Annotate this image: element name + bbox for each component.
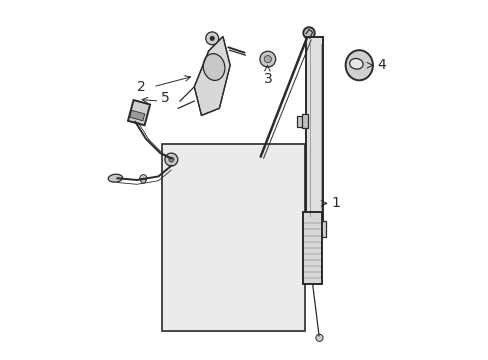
Bar — [303, 212, 321, 284]
Ellipse shape — [349, 58, 363, 69]
Circle shape — [168, 157, 174, 162]
Bar — [304, 221, 325, 237]
Text: 1: 1 — [330, 196, 340, 210]
Text: 5: 5 — [161, 90, 170, 104]
Bar — [162, 144, 305, 330]
Ellipse shape — [108, 174, 122, 182]
Circle shape — [164, 153, 178, 166]
Circle shape — [303, 27, 314, 39]
Circle shape — [264, 55, 271, 63]
Polygon shape — [194, 37, 230, 116]
Bar — [305, 37, 323, 223]
Ellipse shape — [203, 54, 224, 80]
Bar — [297, 116, 305, 127]
Text: 2: 2 — [137, 80, 145, 94]
Circle shape — [260, 51, 275, 67]
Bar — [128, 100, 150, 125]
Circle shape — [141, 178, 145, 183]
Circle shape — [140, 175, 147, 182]
Circle shape — [315, 334, 323, 341]
Text: 3: 3 — [264, 72, 272, 86]
Circle shape — [310, 228, 318, 235]
Circle shape — [210, 36, 214, 41]
Circle shape — [205, 32, 218, 45]
Bar — [129, 110, 144, 121]
Bar — [301, 114, 307, 128]
Text: 4: 4 — [376, 58, 385, 72]
Ellipse shape — [345, 50, 372, 80]
